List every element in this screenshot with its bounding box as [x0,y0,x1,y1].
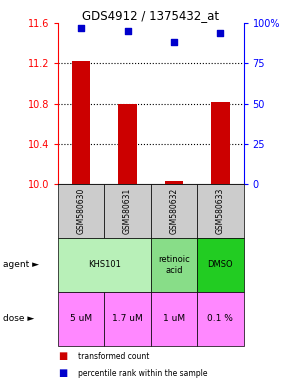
Text: percentile rank within the sample: percentile rank within the sample [78,369,208,378]
Point [172,39,176,45]
Bar [151,238,197,292]
Bar [118,104,137,184]
Text: dose ►: dose ► [3,314,34,323]
Text: 1 uM: 1 uM [163,314,185,323]
Bar [58,184,104,238]
Text: KHS101: KHS101 [88,260,121,270]
Text: 0.1 %: 0.1 % [207,314,233,323]
Bar [151,292,197,346]
Bar [104,292,151,346]
Text: 5 uM: 5 uM [70,314,92,323]
Point [125,28,130,34]
Bar [197,292,244,346]
Text: ■: ■ [58,368,67,378]
Text: ■: ■ [58,351,67,361]
Text: GSM580633: GSM580633 [216,188,225,234]
Bar [197,238,244,292]
Text: 1.7 uM: 1.7 uM [112,314,143,323]
Title: GDS4912 / 1375432_at: GDS4912 / 1375432_at [82,9,219,22]
Bar [211,102,230,184]
Point [218,30,223,36]
Text: agent ►: agent ► [3,260,39,270]
Text: transformed count: transformed count [78,352,150,361]
Bar [104,184,151,238]
Point [79,25,84,31]
Bar [72,61,90,184]
Bar [58,238,151,292]
Bar [151,184,197,238]
Text: GSM580630: GSM580630 [77,188,86,234]
Bar [165,181,183,184]
Text: GSM580632: GSM580632 [169,188,179,234]
Text: retinoic
acid: retinoic acid [158,255,190,275]
Text: GSM580631: GSM580631 [123,188,132,234]
Text: DMSO: DMSO [208,260,233,270]
Bar [197,184,244,238]
Bar [58,292,104,346]
